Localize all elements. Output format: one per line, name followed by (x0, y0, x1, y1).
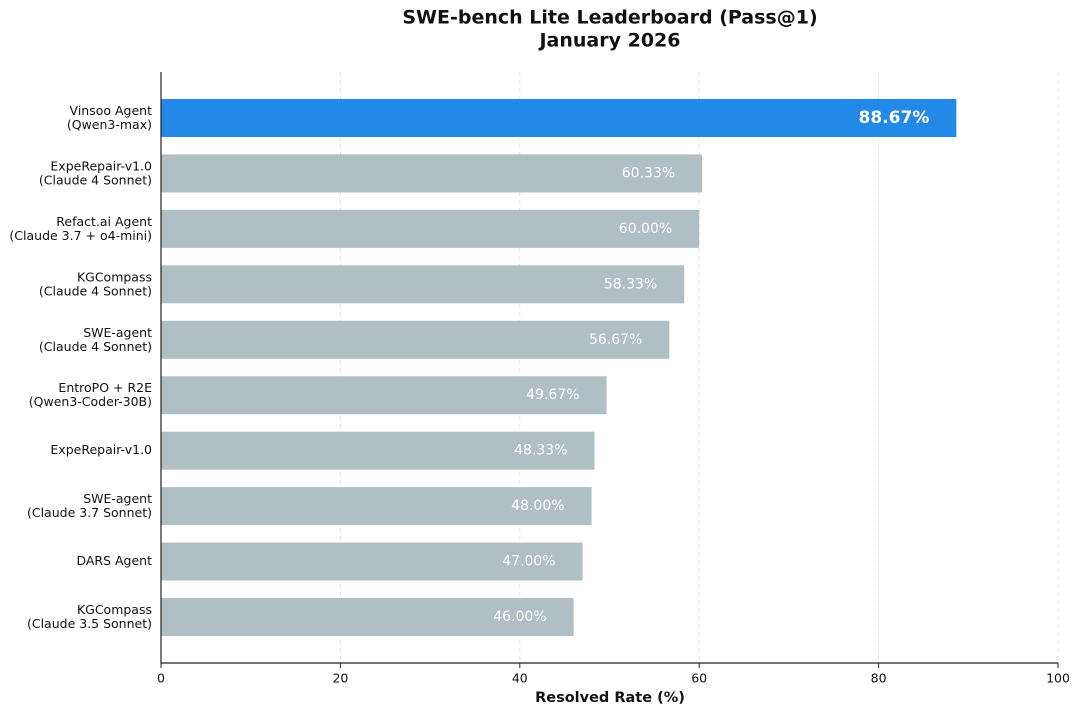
value-label: 48.00% (511, 498, 564, 514)
value-label: 46.00% (493, 609, 546, 625)
bar (161, 376, 607, 415)
y-tick-label: DARS Agent (76, 553, 152, 568)
value-label: 60.00% (619, 221, 672, 237)
x-tick-label: 20 (332, 671, 348, 686)
bar (161, 99, 957, 137)
x-tick-label: 60 (691, 671, 707, 686)
bar (161, 209, 700, 248)
y-tick-label: KGCompass (Claude 3.5 Sonnet) (27, 602, 152, 631)
chart-title: SWE-bench Lite Leaderboard (Pass@1) (402, 7, 817, 29)
y-tick-label: ExpeRepair-v1.0 (50, 442, 152, 457)
value-label: 49.67% (526, 387, 579, 403)
bar (161, 431, 595, 470)
value-label: 88.67% (859, 108, 930, 128)
value-label: 56.67% (589, 332, 642, 348)
value-label: 60.33% (622, 165, 675, 181)
y-tick-label: ExpeRepair-v1.0 (Claude 4 Sonnet) (39, 158, 152, 187)
y-tick-label: SWE-agent (Claude 4 Sonnet) (39, 324, 152, 353)
bar (161, 542, 583, 581)
value-label: 58.33% (604, 276, 657, 292)
y-tick-label: Refact.ai Agent (Claude 3.7 + o4-mini) (9, 213, 152, 242)
x-tick-label: 100 (1046, 671, 1070, 686)
value-label: 47.00% (502, 554, 555, 570)
chart-subtitle: January 2026 (537, 30, 680, 52)
value-label: 48.33% (514, 443, 567, 459)
bar (161, 320, 670, 359)
bar (161, 265, 685, 304)
x-tick-label: 40 (512, 671, 528, 686)
bar (161, 487, 592, 526)
x-tick-label: 0 (157, 671, 165, 686)
x-tick-label: 80 (871, 671, 887, 686)
y-tick-label: SWE-agent (Claude 3.7 Sonnet) (27, 491, 152, 520)
bar (161, 598, 574, 636)
y-tick-label: Vinsoo Agent (Qwen3-max) (67, 103, 152, 132)
y-tick-label: KGCompass (Claude 4 Sonnet) (39, 269, 152, 298)
bar (161, 154, 703, 193)
x-axis-label: Resolved Rate (%) (535, 690, 685, 706)
y-tick-label: EntroPO + R2E (Qwen3-Coder-30B) (29, 380, 152, 409)
